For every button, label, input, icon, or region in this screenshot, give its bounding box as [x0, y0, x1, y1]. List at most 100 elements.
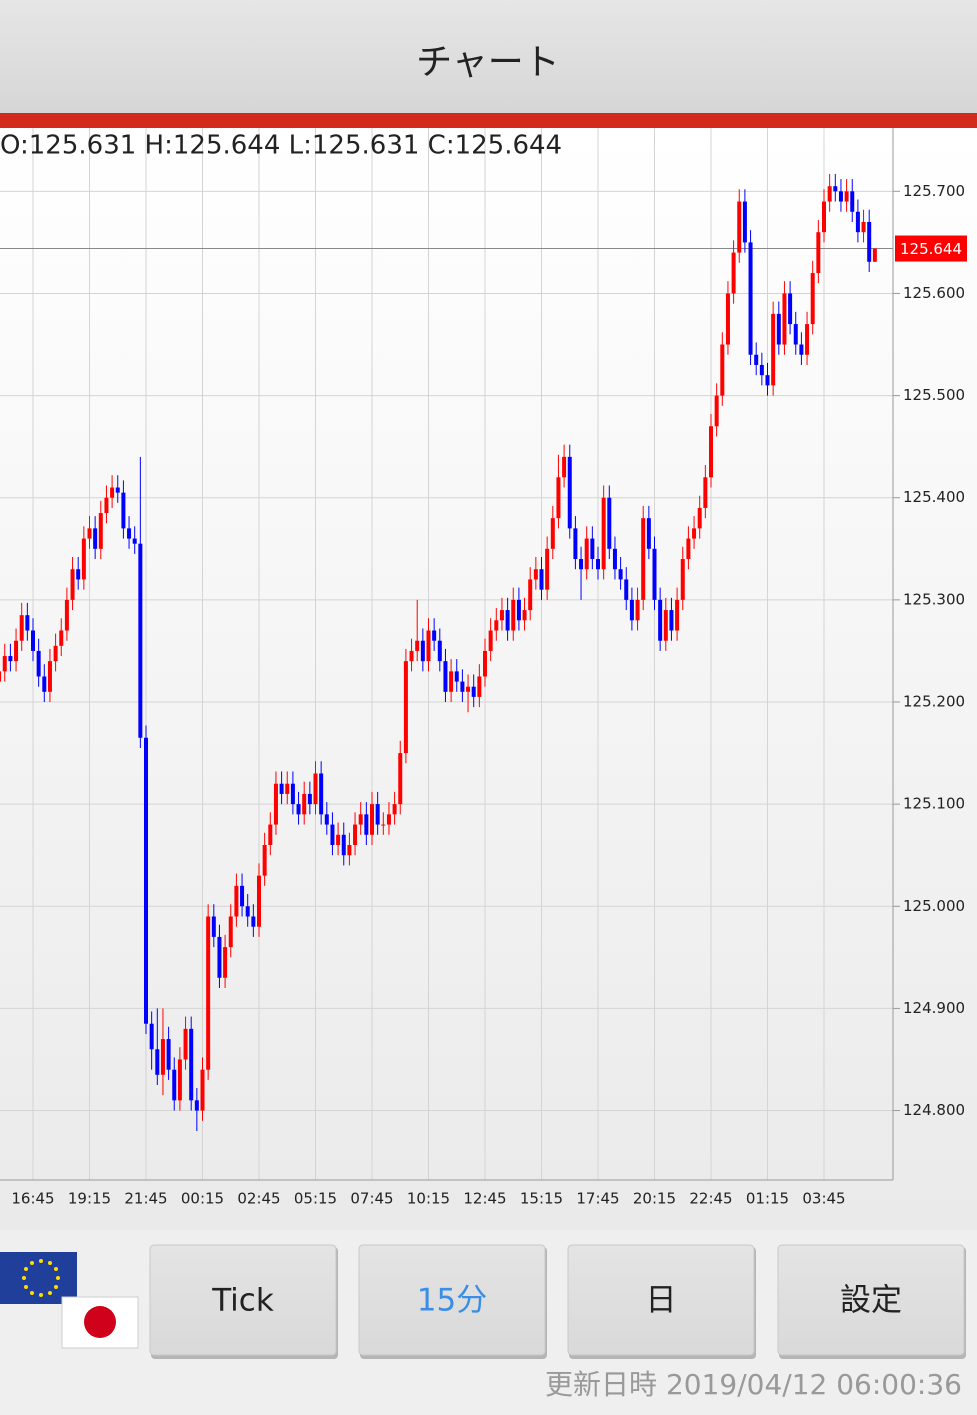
- button-label[interactable]: 15分: [417, 1283, 487, 1319]
- button[interactable]: [149, 1244, 337, 1356]
- candle-body: [251, 916, 256, 927]
- candle-body: [189, 1028, 194, 1101]
- candle-body: [607, 497, 612, 549]
- candle-body: [228, 916, 233, 948]
- candle-body: [223, 947, 228, 978]
- candle-body: [584, 538, 589, 570]
- candle-body: [81, 538, 86, 580]
- candle-body: [279, 783, 284, 794]
- y-tick-label: 125.200: [903, 693, 965, 711]
- candle-body: [477, 676, 482, 697]
- candle-body: [59, 630, 64, 646]
- jp-flag: [61, 1296, 139, 1349]
- candle-body: [822, 201, 826, 233]
- candle-body: [375, 804, 380, 825]
- x-tick-label: 19:15: [68, 1190, 111, 1208]
- candle-body: [364, 814, 369, 835]
- candle-body: [810, 273, 815, 325]
- candle-body: [98, 513, 103, 549]
- candle-body: [194, 1100, 199, 1111]
- button-label[interactable]: Tick: [211, 1283, 274, 1319]
- candle-body: [211, 916, 216, 937]
- candle-body: [313, 773, 318, 805]
- candle-body: [341, 834, 346, 856]
- candle-body: [127, 528, 132, 539]
- candle-body: [200, 1069, 205, 1111]
- candle-body: [629, 599, 634, 621]
- candle-body: [257, 875, 261, 927]
- button-label[interactable]: 日: [646, 1283, 677, 1319]
- candle-body: [748, 242, 753, 355]
- candle-body: [522, 610, 527, 621]
- y-tick-label: 125.500: [903, 386, 965, 404]
- candle-body: [285, 783, 290, 794]
- candle-body: [816, 232, 821, 274]
- candle-body: [737, 201, 742, 253]
- candle-body: [782, 293, 787, 345]
- button-label[interactable]: 設定: [840, 1283, 902, 1319]
- candle-body: [14, 640, 19, 662]
- candle-body: [2, 656, 7, 672]
- candle-body: [206, 916, 211, 1070]
- x-tick-label: 01:15: [746, 1190, 789, 1208]
- candle-body: [437, 640, 442, 662]
- candle-body: [273, 783, 278, 825]
- candle-body: [793, 324, 798, 345]
- buttons: Tick 15分 日 設定: [149, 1244, 966, 1359]
- candle-body: [697, 507, 702, 529]
- candle-body: [104, 497, 109, 514]
- x-tick-label: 20:15: [633, 1190, 676, 1208]
- button[interactable]: [567, 1244, 755, 1356]
- accent-bar: [0, 113, 977, 128]
- candle-body: [675, 599, 680, 631]
- candle-body: [759, 364, 764, 376]
- candle-body: [370, 804, 374, 835]
- candle-body: [855, 211, 860, 233]
- candle-body: [25, 615, 30, 631]
- candle-body: [460, 681, 465, 692]
- button[interactable]: [777, 1244, 965, 1356]
- candle-body: [449, 671, 454, 692]
- candle-body: [409, 650, 414, 662]
- candle-body: [53, 645, 58, 662]
- candle-body: [403, 661, 408, 754]
- candle-body: [353, 824, 358, 845]
- candle-body: [166, 1039, 171, 1070]
- candle-body: [539, 569, 544, 590]
- candle-body: [776, 313, 781, 345]
- candle-body: [867, 221, 872, 262]
- candle-body: [121, 492, 126, 529]
- candle-body: [234, 885, 239, 917]
- header-bar: [0, 0, 977, 113]
- candle-body: [432, 630, 437, 641]
- candle-body: [799, 344, 804, 355]
- candle-body: [663, 610, 668, 641]
- candle-body: [8, 656, 13, 662]
- candle-body: [579, 559, 584, 570]
- candle-body: [872, 248, 877, 262]
- candle-body: [788, 293, 793, 325]
- candle-body: [550, 518, 555, 549]
- candle-body: [624, 579, 629, 600]
- candle-body: [177, 1059, 182, 1101]
- axis-labels: 124.800 124.900 125.000 125.100 125.200 125.3…: [11, 182, 967, 1208]
- candle-body: [720, 344, 725, 396]
- candle-body: [646, 518, 651, 549]
- candle-body: [742, 201, 747, 243]
- candle-body: [398, 753, 403, 805]
- y-tick-label: 124.900: [903, 999, 965, 1017]
- candle-body: [0, 671, 2, 682]
- candle-body: [386, 814, 391, 825]
- update-time: 更新日時 2019/04/12 06:00:36: [545, 1368, 962, 1401]
- candle-body: [731, 252, 736, 294]
- candle-body: [70, 569, 75, 600]
- candle-body: [290, 783, 295, 805]
- candle-body: [217, 936, 222, 978]
- candle-body: [618, 569, 623, 580]
- candle-body: [652, 548, 657, 600]
- button[interactable]: [358, 1244, 546, 1356]
- candle-body: [443, 661, 448, 692]
- candle-body: [42, 676, 47, 692]
- candle-body: [155, 1049, 160, 1075]
